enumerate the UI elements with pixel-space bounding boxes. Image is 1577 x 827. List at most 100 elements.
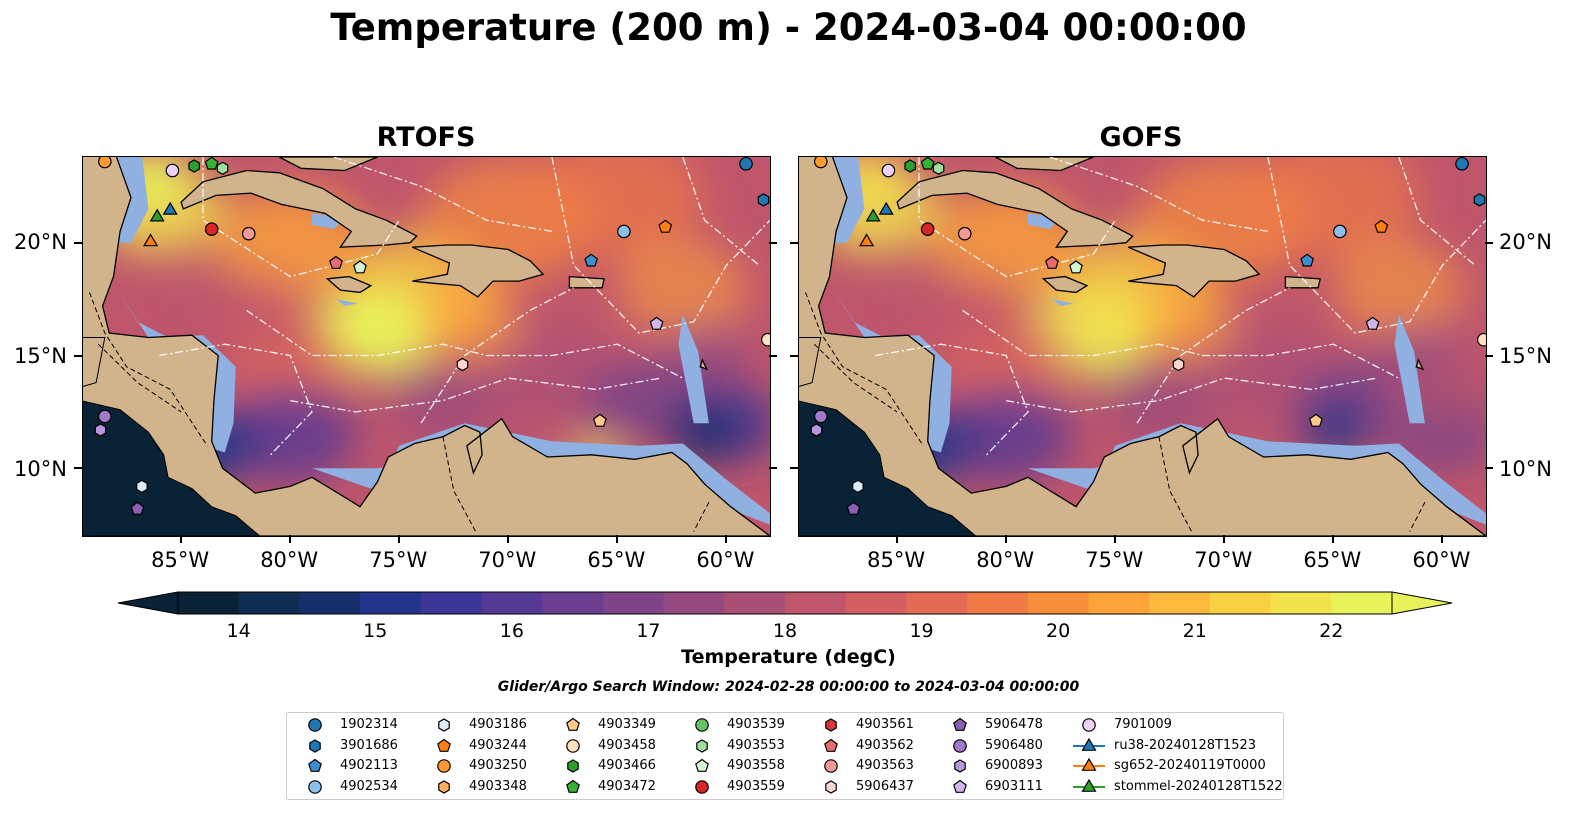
legend-item: 4902113: [297, 756, 497, 776]
rtofs-obs-4903559[interactable]: [204, 222, 219, 236]
rtofs-obs-4903558[interactable]: [353, 260, 367, 274]
legend-circle-icon[interactable]: [308, 718, 322, 732]
lon-tick-gofs-3: [1223, 535, 1226, 543]
rtofs-obs-4903186[interactable]: [136, 479, 148, 494]
rtofs-land-guatemala: [83, 337, 106, 387]
rtofs-shelf-5: [336, 299, 358, 306]
legend-triangle-icon[interactable]: [1081, 757, 1097, 771]
legend-marker-icon: [309, 738, 321, 753]
map-panel-gofs[interactable]: [798, 156, 1487, 537]
legend-circle-icon[interactable]: [437, 759, 451, 773]
legend-pentagon-icon[interactable]: [566, 717, 580, 731]
gofs-obs-4903466[interactable]: [904, 159, 917, 173]
rtofs-obs-4903562[interactable]: [329, 255, 343, 269]
legend-hexagon-icon[interactable]: [954, 759, 966, 773]
gofs-land-5: [995, 157, 1094, 172]
legend-pentagon-icon[interactable]: [437, 738, 451, 752]
legend-hexagon-icon[interactable]: [567, 759, 579, 773]
gofs-obs-1902314[interactable]: [1455, 157, 1469, 171]
legend-hexagon-icon[interactable]: [696, 738, 708, 753]
rtofs-obs-3901686[interactable]: [757, 193, 770, 207]
gofs-obs-4903250[interactable]: [814, 157, 828, 169]
rtofs-obs-4902534[interactable]: [617, 224, 631, 239]
rtofs-obs-ru38-20240128T1523[interactable]: [162, 201, 178, 215]
gofs-obs-4903244[interactable]: [1374, 219, 1389, 233]
gofs-obs-4903563[interactable]: [957, 226, 972, 241]
legend-marker-icon: [824, 759, 838, 773]
legend-circle-icon[interactable]: [695, 779, 709, 794]
rtofs-obs-4902113[interactable]: [584, 253, 599, 267]
legend-circle-icon[interactable]: [824, 759, 838, 773]
rtofs-obs-4903466[interactable]: [188, 159, 201, 173]
gofs-obs-ru38-20240128T1523[interactable]: [878, 201, 894, 215]
rtofs-obs-5906437[interactable]: [456, 357, 469, 372]
gofs-obs-4902113[interactable]: [1300, 253, 1315, 267]
gofs-obs-6903111[interactable]: [1365, 316, 1380, 330]
legend-triangle-icon[interactable]: [1081, 778, 1097, 792]
legend-marker-icon: [953, 717, 967, 731]
legend-pentagon-icon[interactable]: [308, 758, 322, 772]
legend-circle-icon[interactable]: [953, 738, 967, 753]
gofs-obs-4903559[interactable]: [920, 222, 935, 236]
gofs-obs-5906478[interactable]: [846, 501, 861, 515]
rtofs-obs-4903458[interactable]: [761, 332, 770, 347]
rtofs-obs-7901009[interactable]: [165, 163, 180, 178]
rtofs-obs-4903349[interactable]: [592, 413, 607, 427]
lat-tick-left-gofs-2: [790, 467, 798, 470]
rtofs-obs-6900893[interactable]: [94, 423, 107, 437]
gofs-obs-4903553[interactable]: [932, 161, 945, 175]
rtofs-obs-4903244[interactable]: [658, 219, 673, 233]
legend-marker-icon: [566, 717, 580, 731]
gofs-obs-stommel-20240128T1522[interactable]: [865, 208, 881, 222]
colorbar-tick-label-5: 19: [909, 620, 934, 642]
gofs-obs-4903458[interactable]: [1477, 332, 1486, 347]
legend-pentagon-icon[interactable]: [695, 758, 709, 772]
gofs-obs-4903349[interactable]: [1308, 413, 1323, 427]
gofs-obs-5906437[interactable]: [1172, 357, 1185, 372]
gofs-obs-3901686[interactable]: [1473, 193, 1486, 207]
gofs-obs-6900893[interactable]: [810, 423, 823, 437]
rtofs-obs-5906478[interactable]: [130, 501, 145, 515]
rtofs-obs-1902314[interactable]: [739, 157, 753, 171]
legend-triangle-icon[interactable]: [1081, 737, 1097, 751]
legend-circle-icon[interactable]: [566, 738, 580, 753]
rtofs-obs-stommel-20240128T1522[interactable]: [149, 208, 165, 222]
rtofs-obs-4903553[interactable]: [216, 161, 229, 175]
legend-hexagon-icon[interactable]: [825, 779, 837, 794]
legend-pentagon-icon[interactable]: [953, 779, 967, 793]
legend-label: 4903348: [469, 778, 527, 794]
gofs-obs-4903562[interactable]: [1045, 255, 1059, 269]
legend-pentagon-icon[interactable]: [953, 717, 967, 731]
rtofs-obs-4903563[interactable]: [241, 226, 256, 241]
legend-hexagon-icon[interactable]: [438, 718, 450, 732]
gofs-obs-4903558[interactable]: [1069, 260, 1083, 274]
gofs-obs-sg652-20240119T0000[interactable]: [859, 233, 875, 247]
map-panel-rtofs[interactable]: [82, 156, 771, 537]
rtofs-obs-4903250[interactable]: [98, 157, 112, 169]
legend-item: 4903563: [813, 756, 1013, 776]
gofs-obs-4902534[interactable]: [1333, 224, 1347, 239]
legend-hexagon-icon[interactable]: [825, 718, 837, 732]
gofs-obs-4903186[interactable]: [852, 479, 864, 494]
rtofs-obs-sg652-20240119T0000[interactable]: [143, 233, 159, 247]
legend-hexagon-icon[interactable]: [438, 779, 450, 794]
rtofs-obs-4903472[interactable]: [204, 157, 219, 170]
legend-circle-icon[interactable]: [1082, 718, 1096, 732]
rtofs-land-1: [180, 169, 418, 248]
gofs-obs-5906480[interactable]: [814, 409, 828, 424]
gofs-obs-7901009[interactable]: [881, 163, 896, 178]
rtofs-obs-6903111[interactable]: [649, 316, 664, 330]
legend-pentagon-icon[interactable]: [566, 779, 580, 793]
colorbar-extend-low: [117, 591, 179, 615]
legend-circle-icon[interactable]: [695, 718, 709, 732]
gofs-obs-4903472[interactable]: [920, 157, 935, 170]
legend-item: 4903553: [684, 736, 884, 756]
legend-pentagon-icon[interactable]: [824, 738, 838, 752]
rtofs-land-3: [325, 275, 373, 294]
legend-marker-icon: [695, 779, 709, 794]
lat-tick-right-rtofs-1: [769, 354, 777, 357]
legend-circle-icon[interactable]: [308, 779, 322, 794]
legend-hexagon-icon[interactable]: [309, 738, 321, 753]
rtofs-obs-5906480[interactable]: [98, 409, 112, 424]
colorbar-segment-0: [178, 592, 240, 614]
